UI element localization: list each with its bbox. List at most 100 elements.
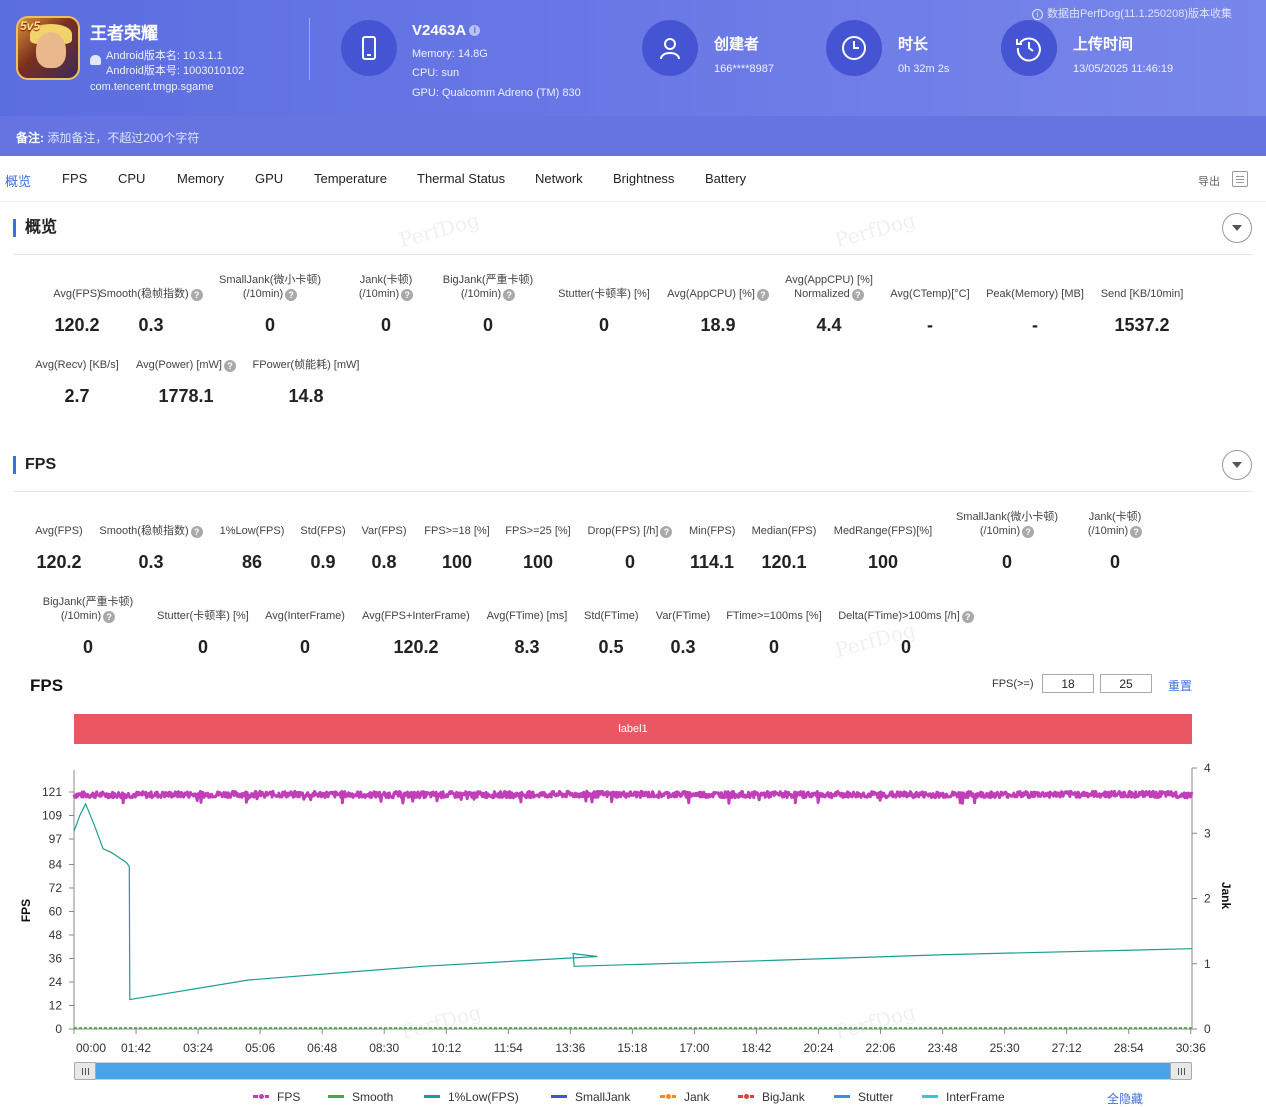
metric-value: 100	[522, 552, 554, 572]
android-version-name: Android版本名: 10.3.1.1	[106, 50, 223, 62]
device-name-text: V2463A	[412, 22, 467, 39]
x-tick-label: 10:12	[431, 1041, 461, 1055]
y-axis-title: FPS	[19, 899, 33, 922]
tab-fps[interactable]: FPS	[62, 171, 88, 186]
export-button[interactable]: 导出	[1198, 176, 1220, 188]
overview-metric: Send [KB/10min] 1537.2	[1100, 287, 1184, 335]
metric-label-text: Avg(FPS)	[53, 288, 101, 300]
metric-label: Avg(Power) [mW]?	[135, 358, 237, 372]
series-line-1-low-fps	[73, 802, 1193, 1001]
note-label: 备注:	[16, 131, 44, 145]
metric-label-text: MedRange(FPS)[%]	[833, 525, 933, 537]
fps-threshold-input-1[interactable]	[1042, 674, 1094, 693]
help-icon[interactable]: ?	[1022, 526, 1035, 538]
metric-label-unit: (/10min)?	[35, 609, 141, 623]
metric-label-unit-text: (/10min)	[242, 288, 284, 300]
user-icon	[642, 20, 698, 76]
y-tick-label: 0	[55, 1022, 62, 1036]
time-range-slider[interactable]	[74, 1062, 1192, 1080]
legend-item-jank[interactable]: Jank	[660, 1090, 709, 1104]
help-icon[interactable]: ?	[1130, 526, 1143, 538]
device-info-icon[interactable]: i	[469, 25, 481, 36]
metric-label-text: Avg(AppCPU) [%]	[785, 274, 873, 286]
metric-label: Avg(FPS)	[35, 287, 119, 301]
legend-item-interframe[interactable]: InterFrame	[922, 1090, 1005, 1104]
metric-label: Jank(卡顿)	[1082, 510, 1148, 524]
legend-item-bigjank[interactable]: BigJank	[738, 1090, 805, 1104]
note-bar[interactable]: 备注: 添加备注，不超过200个字符	[0, 116, 1266, 156]
legend-item-1-low-fps-[interactable]: 1%Low(FPS)	[424, 1090, 519, 1104]
y2-axis-title: Jank	[1219, 882, 1233, 910]
legend-item-stutter[interactable]: Stutter	[834, 1090, 893, 1104]
slider-handle-right[interactable]	[1170, 1062, 1192, 1080]
metric-label: Var(FTime)	[655, 609, 711, 623]
help-icon[interactable]: ?	[190, 526, 203, 538]
fps-collapse-button[interactable]	[1222, 450, 1252, 480]
help-icon[interactable]: ?	[503, 289, 516, 301]
metric-label-text: Var(FPS)	[361, 525, 407, 537]
tab-battery[interactable]: Battery	[705, 171, 747, 186]
metric-label-text: BigJank(严重卡顿)	[42, 596, 134, 608]
y2-tick-label: 0	[1204, 1022, 1211, 1036]
tab-network[interactable]: Network	[535, 171, 583, 186]
metric-value: 0.5	[598, 637, 624, 657]
metric-label: FPS>=18 [%]	[424, 524, 490, 538]
reset-button[interactable]: 重置	[1168, 679, 1193, 693]
help-icon[interactable]: ?	[103, 611, 116, 623]
legend-item-smalljank[interactable]: SmallJank	[551, 1090, 630, 1104]
hide-all-button[interactable]: 全隐藏	[1107, 1092, 1144, 1106]
metric-label: Avg(FTime) [ms]	[486, 609, 568, 623]
help-icon[interactable]: ?	[401, 289, 414, 301]
note-input[interactable]: 添加备注，不超过200个字符	[47, 131, 200, 145]
tab-thermal-status[interactable]: Thermal Status	[417, 171, 506, 186]
package-name: com.tencent.tmgp.sgame	[90, 81, 214, 93]
metric-label-text: Avg(CTemp)[°C]	[890, 288, 970, 300]
tab-temperature[interactable]: Temperature	[314, 171, 387, 186]
help-icon[interactable]: ?	[190, 289, 203, 301]
device-memory: Memory: 14.8G	[412, 48, 488, 60]
fps-metric: MedRange(FPS)[%] 100	[833, 524, 933, 572]
metric-label-text: SmallJank(微小卡顿)	[219, 274, 322, 286]
metric-value: 2.7	[64, 386, 90, 406]
help-icon[interactable]: ?	[223, 360, 236, 372]
export-icon[interactable]	[1232, 171, 1248, 187]
label-bar[interactable]: label1	[74, 714, 1192, 744]
slider-handle-left[interactable]	[74, 1062, 96, 1080]
fps-metric: Std(FTime) 0.5	[584, 609, 639, 657]
data-source-text: 数据由PerfDog(11.1.250208)版本收集	[1046, 8, 1232, 20]
metric-label: Peak(Memory) [MB]	[986, 287, 1084, 301]
tab-gpu[interactable]: GPU	[255, 171, 284, 186]
help-icon[interactable]: ?	[660, 526, 673, 538]
tab-brightness[interactable]: Brightness	[613, 171, 675, 186]
watermark: PerfDog	[396, 207, 482, 253]
metric-label-text: FPS>=25 [%]	[505, 525, 571, 537]
help-icon[interactable]: ?	[285, 289, 298, 301]
metric-label-text: Median(FPS)	[751, 525, 817, 537]
tab-overview[interactable]: 概览	[5, 174, 32, 189]
metric-label: Delta(FTime)>100ms [/h]?	[838, 609, 974, 623]
fps-threshold-input-2[interactable]	[1100, 674, 1152, 693]
help-icon[interactable]: ?	[851, 289, 864, 301]
fps-metric: Smooth(稳帧指数)? 0.3	[99, 524, 203, 572]
help-icon[interactable]: ?	[756, 289, 769, 301]
legend-swatch	[834, 1095, 850, 1098]
metric-label-text: Peak(Memory) [MB]	[986, 288, 1084, 300]
overview-collapse-button[interactable]	[1222, 213, 1252, 243]
metric-label: Drop(FPS) [/h]?	[587, 524, 673, 538]
tab-memory[interactable]: Memory	[177, 171, 224, 186]
tab-cpu[interactable]: CPU	[118, 171, 146, 186]
metric-label-text: Drop(FPS) [/h]	[587, 525, 659, 537]
android-icon	[90, 55, 101, 65]
metric-label: Smooth(稳帧指数)?	[99, 524, 203, 538]
legend-item-smooth[interactable]: Smooth	[328, 1090, 393, 1104]
metric-value: 0	[482, 315, 493, 335]
metric-label-text: Jank(卡顿)	[359, 274, 413, 286]
legend-item-fps[interactable]: FPS	[253, 1090, 300, 1104]
y-tick-label: 109	[42, 809, 62, 823]
fps-metric: BigJank(严重卡顿) (/10min)? 0	[35, 595, 141, 657]
legend-label: 1%Low(FPS)	[448, 1090, 519, 1104]
metric-label: Avg(FPS)	[35, 524, 83, 538]
metric-value: 14.8	[288, 386, 324, 406]
help-icon[interactable]: ?	[961, 611, 974, 623]
